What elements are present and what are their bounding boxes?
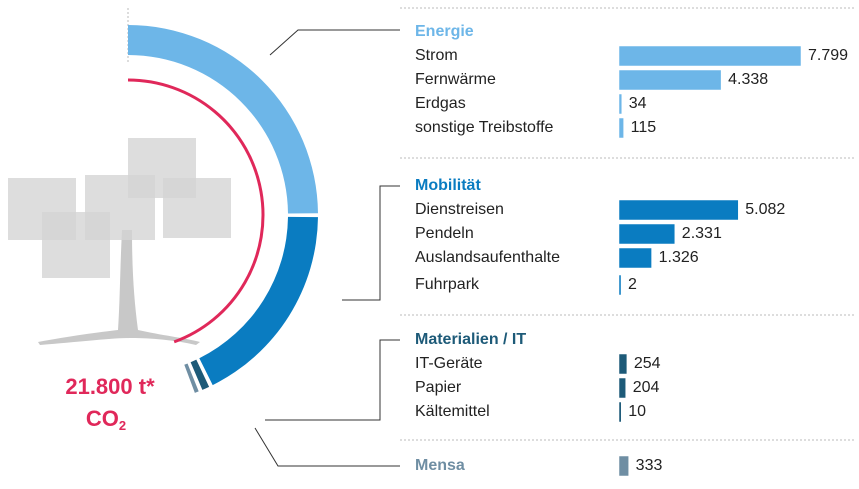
chart: 21.800 t* CO2 EnergieStrom7.799Fernwärme… bbox=[0, 0, 859, 489]
bar bbox=[620, 47, 800, 65]
value-label: 115 bbox=[631, 119, 657, 136]
leader-line bbox=[265, 340, 400, 420]
unit-sub: 2 bbox=[119, 418, 126, 433]
leader-line bbox=[255, 428, 400, 466]
value-label: 254 bbox=[634, 355, 661, 372]
category-label: Erdgas bbox=[415, 95, 466, 112]
value-label: 10 bbox=[628, 403, 646, 420]
bar bbox=[620, 355, 626, 373]
bar bbox=[620, 201, 737, 219]
unit-label: CO2 bbox=[86, 406, 126, 434]
value-label: 5.082 bbox=[745, 201, 785, 218]
total-label: 21.800 t* bbox=[65, 374, 155, 399]
group-header: Mensa bbox=[415, 457, 465, 474]
bar bbox=[620, 379, 625, 397]
category-label: Auslandsaufenthalte bbox=[415, 249, 560, 266]
bar bbox=[620, 119, 623, 137]
category-label: Fernwärme bbox=[415, 71, 496, 88]
value-label: 2.331 bbox=[682, 225, 722, 242]
value-label: 1.326 bbox=[659, 249, 699, 266]
category-label: Papier bbox=[415, 379, 462, 396]
value-label: 2 bbox=[628, 276, 637, 293]
category-label: Fuhrpark bbox=[415, 276, 480, 293]
bar bbox=[620, 249, 651, 267]
bar bbox=[620, 71, 720, 89]
leader-line bbox=[342, 186, 400, 300]
category-label: Strom bbox=[415, 47, 458, 64]
arc-segment bbox=[199, 217, 318, 385]
value-label: 4.338 bbox=[728, 71, 768, 88]
bar bbox=[620, 95, 621, 113]
tree bbox=[8, 138, 231, 345]
value-label: 333 bbox=[636, 457, 663, 474]
leader-line bbox=[270, 30, 400, 55]
group-header: Mobilität bbox=[415, 177, 481, 194]
unit-text: CO bbox=[86, 406, 119, 431]
category-label: Dienstreisen bbox=[415, 201, 504, 218]
value-label: 204 bbox=[633, 379, 660, 396]
value-label: 7.799 bbox=[808, 47, 848, 64]
category-label: sonstige Treibstoffe bbox=[415, 119, 554, 136]
value-label: 34 bbox=[629, 95, 647, 112]
group-header: Materialien / IT bbox=[415, 331, 526, 348]
category-label: Kältemittel bbox=[415, 403, 490, 420]
bar bbox=[620, 225, 674, 243]
category-label: IT-Geräte bbox=[415, 355, 483, 372]
bar bbox=[620, 457, 628, 475]
category-label: Pendeln bbox=[415, 225, 474, 242]
group-header: Energie bbox=[415, 23, 474, 40]
